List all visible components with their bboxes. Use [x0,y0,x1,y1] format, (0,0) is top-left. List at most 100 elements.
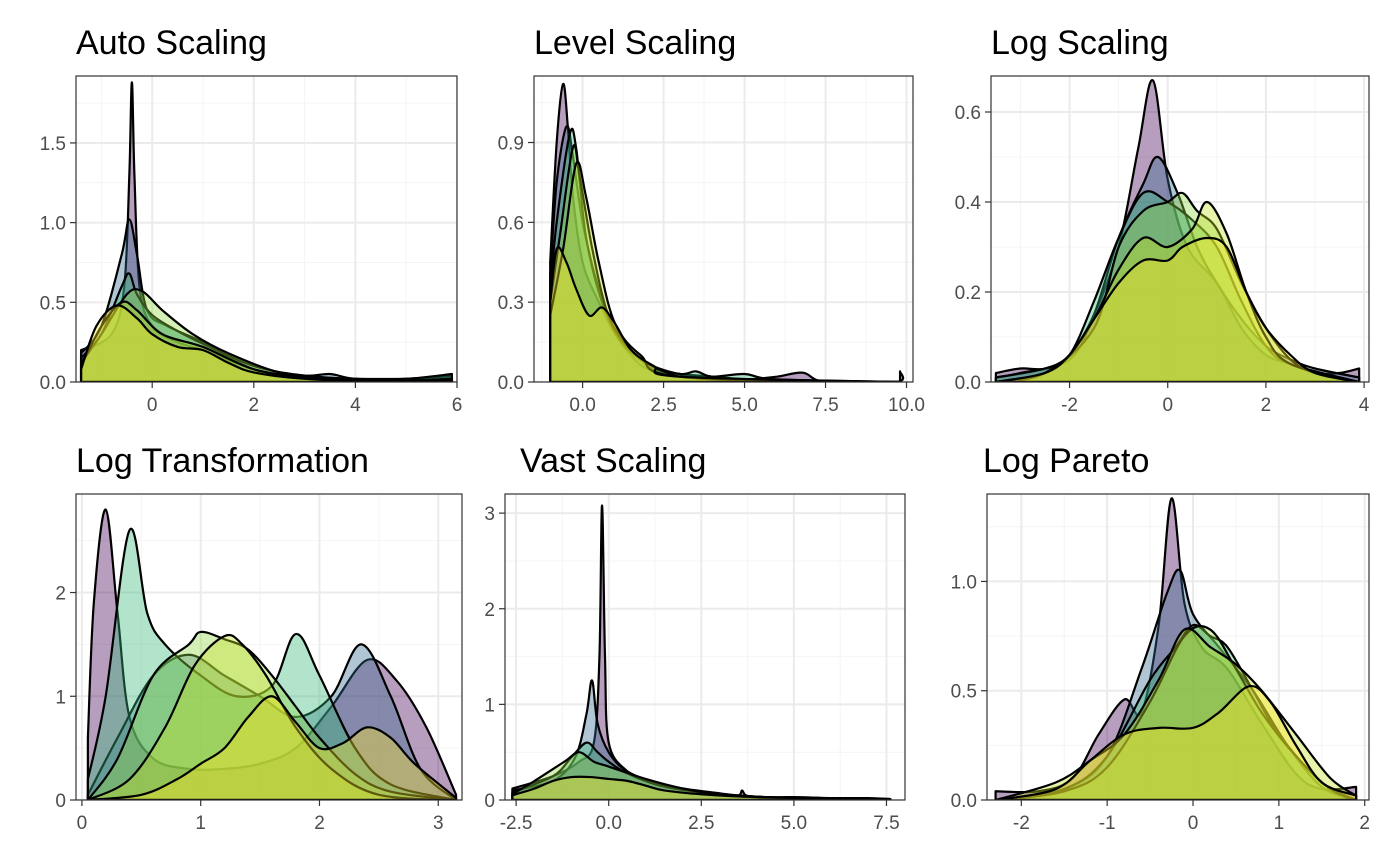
x-tick-label: 7.5 [812,395,838,416]
y-tick-label: 0.3 [498,293,524,314]
panel-border [504,493,906,801]
x-axis: 0 2 4 6 [147,382,462,416]
density-area-4 [994,191,1361,382]
x-tick-label: 0.0 [595,813,621,834]
panel-log-scaling: Log Scaling -2 0 2 4 0.0 0.2 0.4 0.6 [955,24,1370,416]
density-area-6 [549,246,902,382]
panel-border [990,75,1370,383]
panel-log-transformation: Log Transformation 0 1 2 3 0 1 2 [55,442,463,834]
grid [534,76,913,382]
x-tick-label: 1 [1274,813,1285,834]
y-tick-label: 0.0 [498,373,524,394]
y-axis: 0 1 2 [55,584,76,812]
density-area-6 [994,236,1361,382]
panel-auto-scaling: Auto Scaling 0 2 4 6 0.0 0.5 1.0 1.5 [40,24,463,416]
x-tick-label: 6 [452,395,463,416]
x-tick-label: 1 [195,813,206,834]
y-tick-label: 0.5 [40,293,66,314]
y-axis: 0.0 0.3 0.6 0.9 [498,134,534,394]
density-series [511,504,892,800]
x-tick-label: -2 [1013,813,1030,834]
x-tick-label: 5.0 [731,395,757,416]
panel-title: Log Transformation [76,442,369,480]
panel-border [75,75,458,383]
x-tick-label: -2.5 [500,813,533,834]
density-area-5 [511,775,892,800]
x-tick-label: 10.0 [888,395,925,416]
density-area-3 [549,127,902,382]
x-tick-label: 5.0 [781,813,807,834]
panel-border [75,493,463,801]
y-tick-label: 2 [484,600,495,621]
y-axis: 0.0 0.2 0.4 0.6 [955,103,991,394]
x-tick-label: 2 [314,813,325,834]
y-tick-label: 0 [484,791,495,812]
y-tick-label: 1.5 [40,134,66,155]
x-tick-label: 2 [1261,395,1272,416]
x-tick-label: 7.5 [873,813,899,834]
density-area-6 [79,304,454,382]
density-series [86,508,458,800]
panel-vast-scaling: Vast Scaling -2.5 0.0 2.5 5.0 7.5 0 1 2 3 [484,442,906,834]
panel-log-pareto: Log Pareto -2 -1 0 1 2 0.0 0.5 1.0 [951,442,1370,834]
panel-title: Vast Scaling [520,442,706,480]
x-axis: -2.5 0.0 2.5 5.0 7.5 [500,800,900,834]
panel-border [986,493,1370,801]
x-tick-label: 0.0 [569,395,595,416]
x-tick-label: 3 [433,813,444,834]
density-area-2 [994,155,1361,382]
density-area-6 [86,695,458,800]
panel-title: Auto Scaling [76,24,267,62]
density-series [994,79,1361,382]
panel-title: Log Scaling [991,24,1169,62]
y-tick-label: 1 [484,695,495,716]
density-area-3 [86,527,458,800]
panel-title: Log Pareto [983,442,1149,480]
y-tick-label: 0 [55,791,66,812]
density-series [79,81,454,382]
y-tick-label: 0.2 [955,283,981,304]
y-tick-label: 0.6 [498,213,524,234]
x-tick-label: 2.5 [688,813,714,834]
y-tick-label: 1.0 [40,214,66,235]
panel-title: Level Scaling [534,24,736,62]
y-axis: 0.0 0.5 1.0 [951,572,987,812]
density-series [549,82,905,382]
x-axis: -2 0 2 4 [1061,382,1370,416]
y-tick-label: 1.0 [951,572,977,593]
density-series [994,497,1358,800]
x-tick-label: 4 [1359,395,1370,416]
x-tick-label: 0 [1188,813,1199,834]
y-axis: 0.0 0.5 1.0 1.5 [40,134,76,394]
x-axis: 0 1 2 3 [77,800,444,834]
y-tick-label: 0.0 [40,373,66,394]
x-tick-label: -2 [1061,395,1078,416]
x-tick-label: -1 [1099,813,1116,834]
density-area-4 [994,624,1358,800]
x-tick-label: 2.5 [650,395,676,416]
density-area-6 [994,684,1358,800]
y-tick-label: 2 [55,584,66,605]
y-tick-label: 0.0 [951,791,977,812]
x-tick-label: 4 [350,395,361,416]
y-tick-label: 0.5 [951,682,977,703]
y-tick-label: 0.0 [955,373,981,394]
grid [505,494,905,800]
y-tick-label: 0.4 [955,193,982,214]
x-tick-label: 2 [249,395,260,416]
x-tick-label: 0 [1162,395,1173,416]
x-axis: 0.0 2.5 5.0 7.5 10.0 [569,382,925,416]
density-area-5 [86,633,458,800]
y-tick-label: 3 [484,504,495,525]
panel-border [533,75,914,383]
x-axis: -2 -1 0 1 2 [1013,800,1370,834]
grid [76,76,457,382]
y-tick-label: 0.6 [955,103,981,124]
y-tick-label: 1 [55,687,66,708]
y-tick-label: 0.9 [498,134,524,155]
x-tick-label: 0 [77,813,88,834]
x-tick-label: 0 [147,395,158,416]
density-area-1 [549,82,905,382]
